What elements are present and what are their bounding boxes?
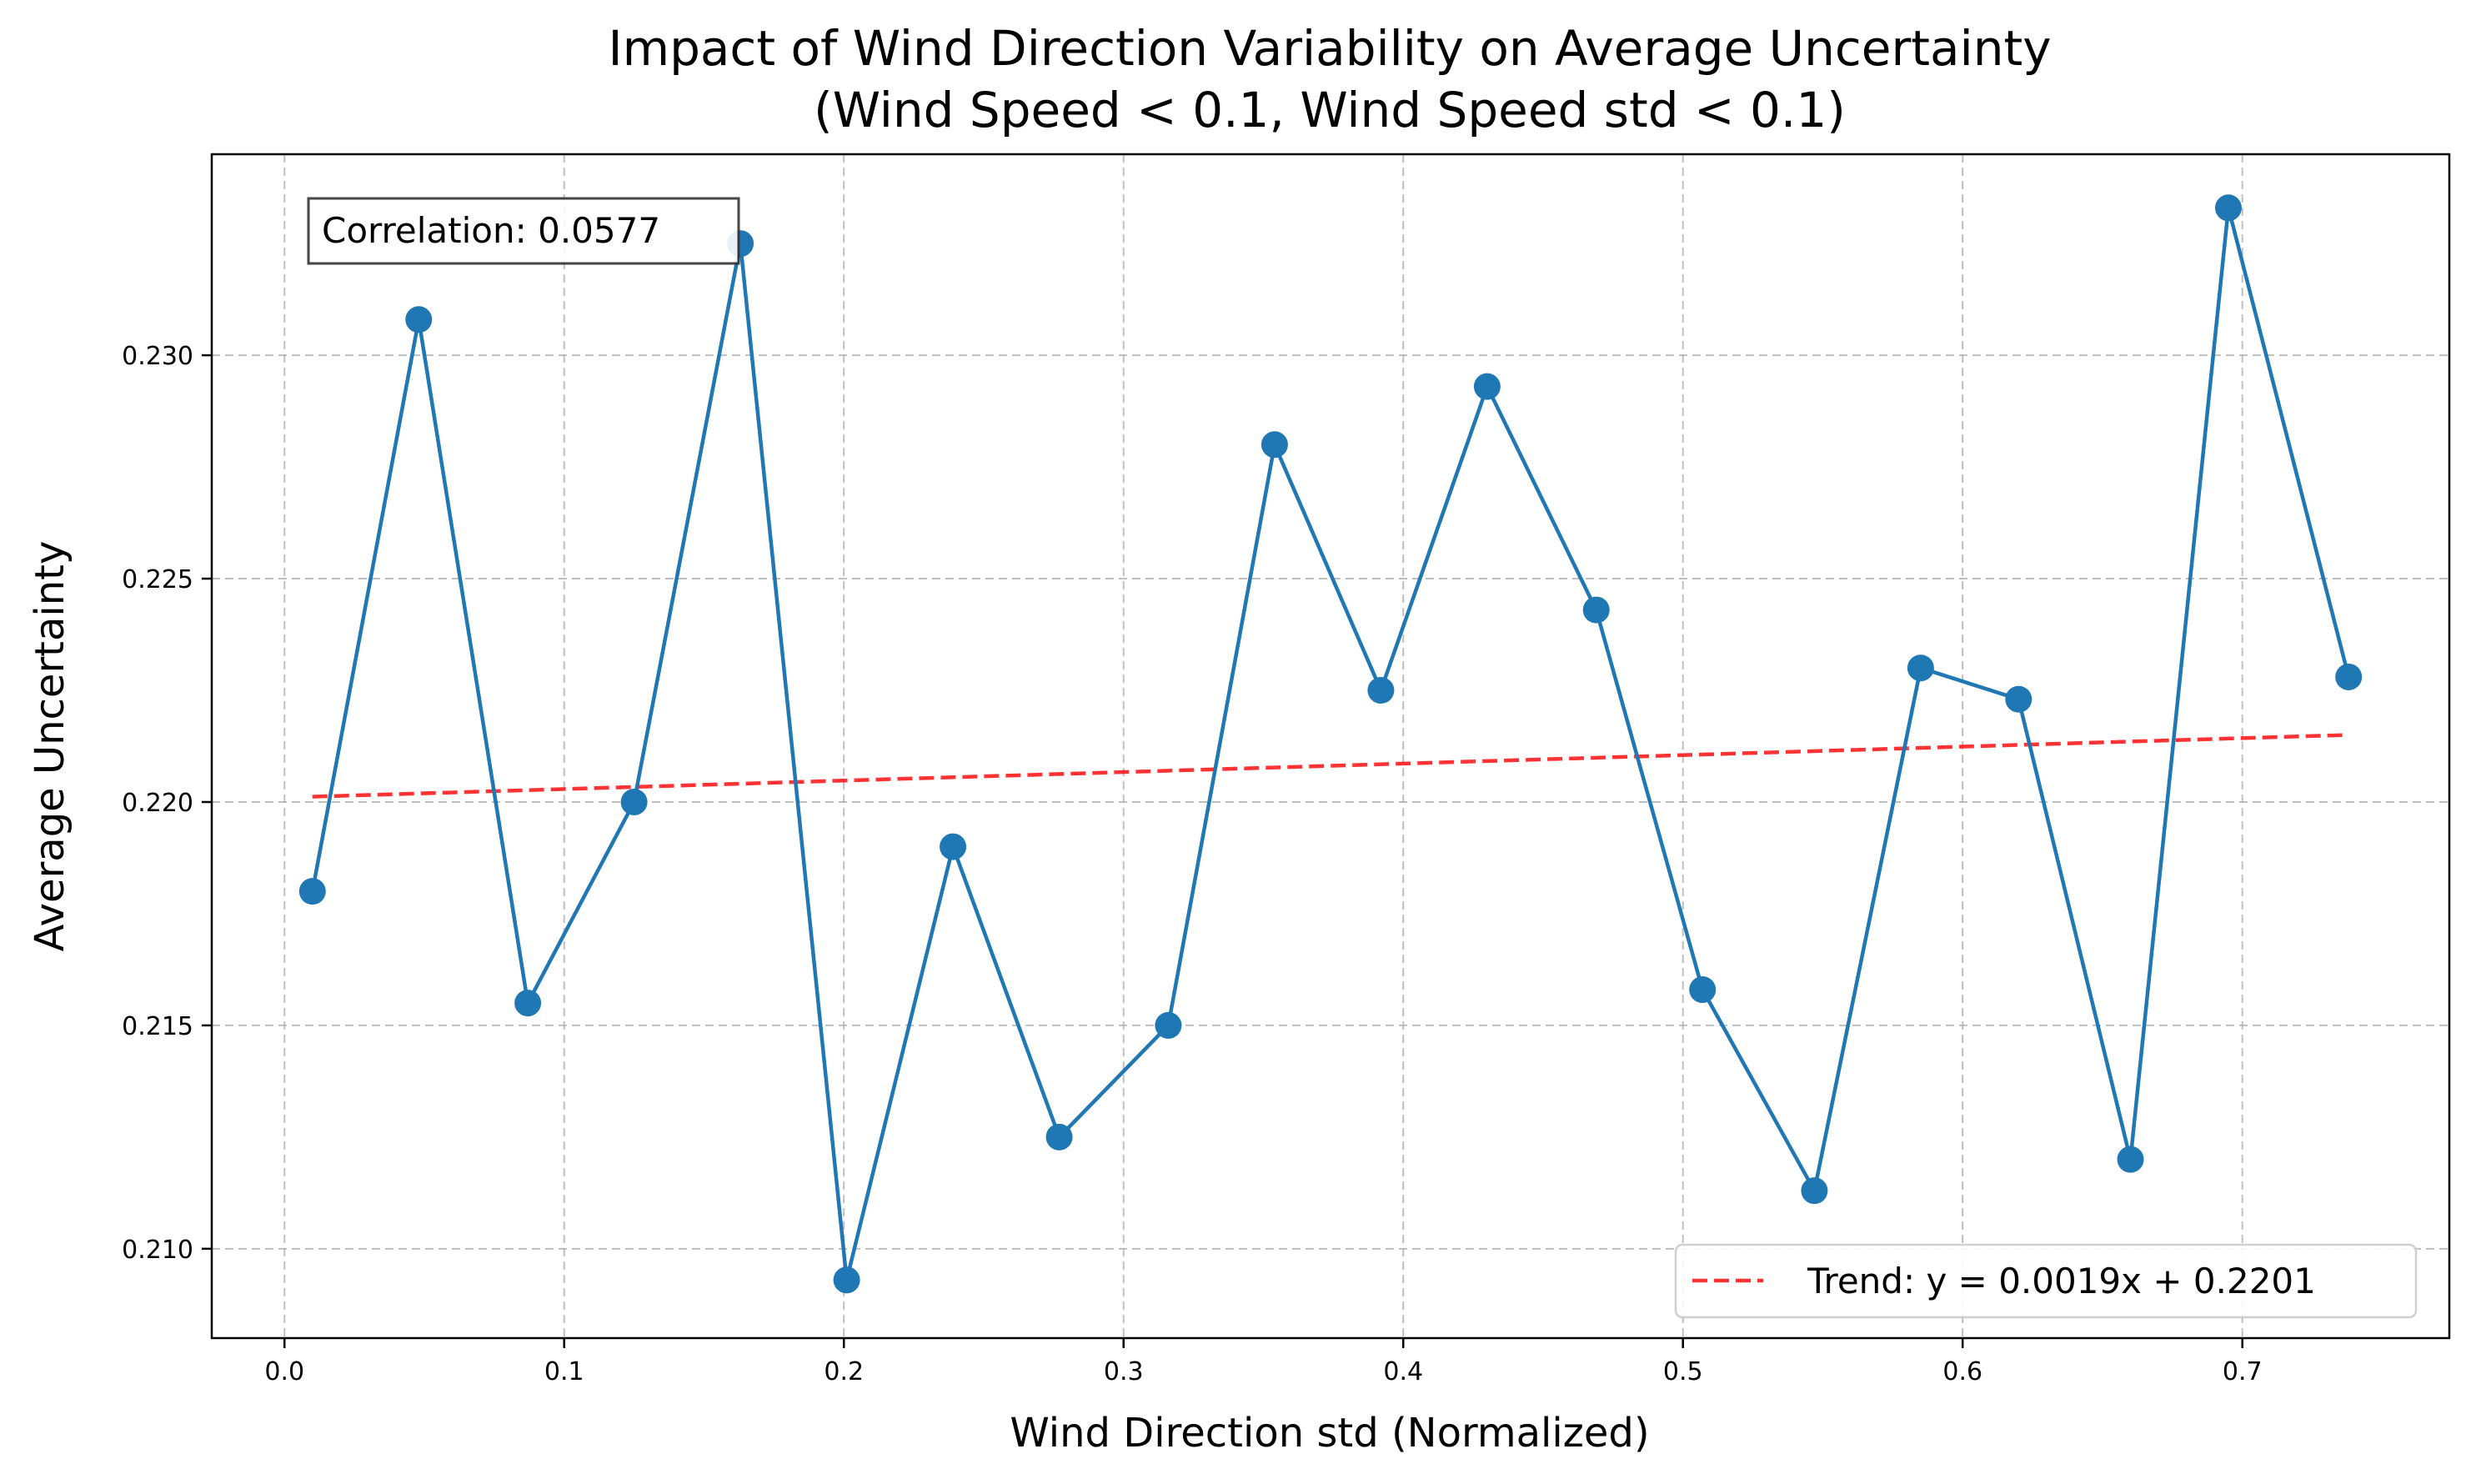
data-point [405, 306, 433, 333]
data-point [2117, 1146, 2144, 1173]
data-point [1689, 976, 1717, 1004]
legend-box [1674, 1243, 2418, 1319]
data-point [620, 788, 648, 815]
trend-line-layer [312, 733, 2349, 799]
grid [212, 154, 2449, 1338]
legend: Trend: y = 0.0019x + 0.2201 [1674, 1243, 2418, 1319]
annotation-text: Correlation: 0.0577 [322, 210, 660, 251]
x-axis-label: Wind Direction std (Normalized) [1010, 1410, 1649, 1456]
x-tick-label: 0.7 [2223, 1357, 2263, 1386]
x-tick-label: 0.3 [1104, 1357, 1144, 1386]
data-point [1473, 373, 1501, 400]
chart-title: Impact of Wind Direction Variability on … [608, 20, 2051, 77]
data-point [298, 878, 326, 905]
y-axis-label: Average Uncertainty [27, 541, 73, 952]
data-point [940, 833, 967, 860]
correlation-annotation: Correlation: 0.0577 [307, 197, 740, 265]
data-point [1367, 677, 1395, 704]
data-point [1907, 654, 1934, 682]
x-tick-label: 0.4 [1383, 1357, 1423, 1386]
data-point [2335, 663, 2363, 690]
data-point [2005, 685, 2032, 713]
series-layer [298, 194, 2363, 1294]
x-tick-label: 0.5 [1663, 1357, 1703, 1386]
y-tick-label: 0.210 [122, 1236, 193, 1265]
data-point [1582, 596, 1610, 624]
data-point [1801, 1177, 1828, 1205]
x-axis: 0.0 0.1 0.2 0.3 0.4 0.5 0.6 0.7 [264, 1338, 2263, 1386]
y-tick-label: 0.215 [122, 1012, 193, 1041]
data-point [1261, 431, 1288, 459]
x-tick-label: 0.0 [264, 1357, 304, 1386]
data-point [514, 990, 542, 1017]
x-tick-label: 0.1 [544, 1357, 584, 1386]
legend-trend-label: Trend: y = 0.0019x + 0.2201 [1807, 1261, 2316, 1301]
y-tick-label: 0.230 [122, 342, 193, 371]
x-tick-label: 0.6 [1942, 1357, 1982, 1386]
data-point [2214, 194, 2242, 222]
x-tick-label: 0.2 [824, 1357, 864, 1386]
y-tick-label: 0.220 [122, 789, 193, 818]
series-line [310, 207, 2351, 1281]
data-point [1045, 1123, 1073, 1151]
chart-subtitle: (Wind Speed < 0.1, Wind Speed std < 0.1) [814, 82, 1846, 138]
y-tick-label: 0.225 [122, 565, 193, 594]
annotation-box [307, 197, 740, 265]
data-point [1155, 1011, 1182, 1039]
plot-frame [210, 153, 2451, 1340]
data-point [833, 1266, 860, 1294]
trend-line [312, 733, 2349, 799]
y-axis: 0.210 0.215 0.220 0.225 0.230 [122, 342, 212, 1265]
